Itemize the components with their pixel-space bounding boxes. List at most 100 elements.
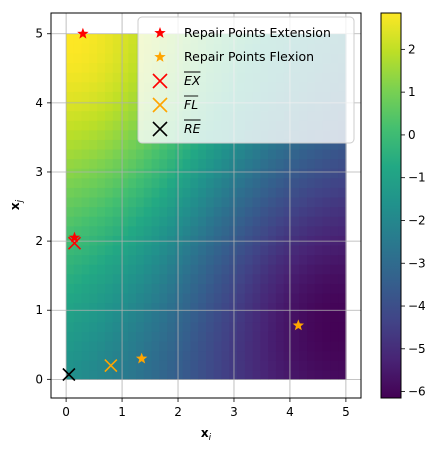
heatmap-cell — [283, 235, 293, 246]
heatmap-cell — [97, 168, 106, 179]
heatmap-cell — [229, 312, 238, 323]
heatmap-cell — [136, 340, 145, 352]
heatmap-cell — [167, 254, 176, 265]
heatmap-cell — [198, 158, 207, 169]
heatmap-cell — [73, 292, 83, 304]
heatmap-cell — [112, 292, 122, 304]
y-axis-ticks: 0 1 2 3 4 5 — [35, 27, 51, 386]
heatmap-cell — [275, 196, 285, 208]
colorbar-tick-label: −3 — [408, 256, 426, 270]
heatmap-cell — [252, 312, 262, 323]
heatmap-cell — [237, 350, 246, 361]
heatmap-cell — [268, 148, 277, 160]
heatmap-cell — [120, 52, 129, 64]
heatmap-cell — [151, 225, 160, 236]
heatmap-cell — [213, 168, 223, 179]
heatmap-cell — [66, 158, 75, 169]
heatmap-cell — [206, 283, 215, 294]
heatmap-cell — [252, 244, 262, 256]
heatmap-cell — [143, 264, 153, 275]
heatmap-cell — [112, 100, 122, 112]
heatmap-cell — [268, 350, 277, 361]
heatmap-cell — [206, 225, 215, 236]
heatmap-cell — [97, 283, 106, 294]
heatmap-cell — [136, 283, 145, 294]
heatmap-cell — [268, 321, 277, 332]
y-axis-label: xj — [8, 199, 25, 210]
heatmap-cell — [260, 283, 269, 294]
heatmap-cell — [268, 292, 277, 304]
heatmap-cell — [291, 216, 300, 227]
heatmap-cell — [151, 187, 160, 198]
heatmap-cell — [244, 331, 254, 342]
heatmap-cell — [112, 43, 122, 54]
heatmap-cell — [174, 283, 184, 294]
heatmap-cell — [66, 283, 75, 294]
heatmap-cell — [174, 264, 184, 275]
heatmap-cell — [73, 52, 83, 64]
repair-points-flexion-star-point — [292, 319, 305, 331]
heatmap-cell — [120, 360, 129, 371]
heatmap-cell — [151, 244, 160, 256]
heatmap-cell — [136, 206, 145, 217]
colorbar-tick-label: 0 — [408, 128, 416, 142]
heatmap-cell — [128, 120, 137, 131]
heatmap-cell — [338, 340, 347, 352]
x-axis-label-subscript: i — [209, 433, 212, 443]
heatmap-cell — [252, 350, 262, 361]
heatmap-cell — [66, 72, 75, 83]
heatmap-cell — [81, 216, 91, 227]
heatmap-cell — [252, 273, 262, 284]
heatmap-cell — [213, 187, 223, 198]
heatmap-cell — [128, 187, 137, 198]
heatmap-cell — [104, 43, 114, 54]
heatmap-cell — [322, 369, 331, 380]
heatmap-cell — [112, 254, 122, 265]
heatmap-cell — [190, 273, 199, 284]
heatmap-cell — [206, 158, 215, 169]
heatmap-cell — [81, 302, 91, 313]
heatmap-cell — [229, 292, 238, 304]
heatmap-cell — [268, 244, 277, 256]
heatmap-cell — [73, 312, 83, 323]
heatmap-cell — [314, 216, 324, 227]
heatmap-cell — [73, 196, 83, 208]
heatmap-cell — [291, 283, 300, 294]
legend: Repair Points Extension Repair Points Fle… — [137, 16, 355, 144]
heatmap-cell — [198, 360, 207, 371]
heatmap-cell — [136, 139, 145, 150]
heatmap-cell — [322, 350, 331, 361]
heatmap-cell — [237, 254, 246, 265]
heatmap-cell — [104, 264, 114, 275]
x-tick-label: 2 — [174, 405, 182, 419]
heatmap-cell — [151, 264, 160, 275]
heatmap-cell — [167, 360, 176, 371]
heatmap-cell — [275, 148, 285, 160]
heatmap-cell — [182, 225, 192, 236]
heatmap-cell — [244, 206, 254, 217]
heatmap-cell — [73, 81, 83, 92]
x-tick-label: 5 — [342, 405, 350, 419]
heatmap-cell — [159, 187, 168, 198]
heatmap-cell — [81, 148, 91, 160]
heatmap-cell — [66, 273, 75, 284]
heatmap-cell — [252, 139, 262, 150]
heatmap-cell — [291, 139, 300, 150]
heatmap-cell — [291, 148, 300, 160]
heatmap-cell — [198, 225, 207, 236]
colorbar-frame — [380, 12, 402, 399]
heatmap-cell — [260, 216, 269, 227]
heatmap-cell — [104, 369, 114, 380]
heatmap-cell — [81, 62, 91, 73]
heatmap-cell — [213, 283, 223, 294]
heatmap-cell — [174, 206, 184, 217]
heatmap-cell — [66, 331, 75, 342]
heatmap-cell — [174, 292, 184, 304]
heatmap-cell — [244, 235, 254, 246]
heatmap-cell — [104, 148, 114, 160]
heatmap-cell — [221, 350, 230, 361]
heatmap-cell — [97, 264, 106, 275]
heatmap-cell — [89, 292, 98, 304]
heatmap-cell — [198, 148, 207, 160]
legend-label-fl: FL — [184, 97, 198, 112]
